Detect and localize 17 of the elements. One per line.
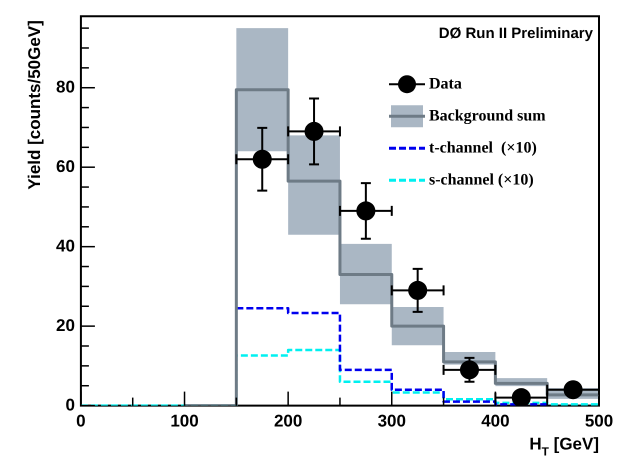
- legend-label: Background sum: [429, 107, 546, 124]
- y-tick-label: 0: [65, 395, 75, 414]
- x-tick-label: 400: [481, 411, 510, 430]
- y-tick-label: 60: [56, 156, 75, 176]
- x-tick-label: 300: [378, 411, 406, 430]
- annotation: DØ Run II Preliminary: [438, 25, 594, 42]
- legend-label: Data: [429, 75, 462, 92]
- x-tick-label: 100: [170, 411, 199, 430]
- legend-label: s-channel (×10): [429, 171, 534, 188]
- x-tick-label: 500: [584, 411, 614, 430]
- y-tick-label: 20: [56, 316, 75, 335]
- x-tick-label: 200: [274, 411, 302, 430]
- y-axis-title: Yield [counts/50GeV]: [25, 20, 44, 190]
- y-tick-label: 80: [56, 77, 75, 96]
- point: [512, 388, 531, 406]
- legend-label: t-channel (×10): [429, 139, 537, 156]
- y-tick-label: 40: [56, 236, 75, 256]
